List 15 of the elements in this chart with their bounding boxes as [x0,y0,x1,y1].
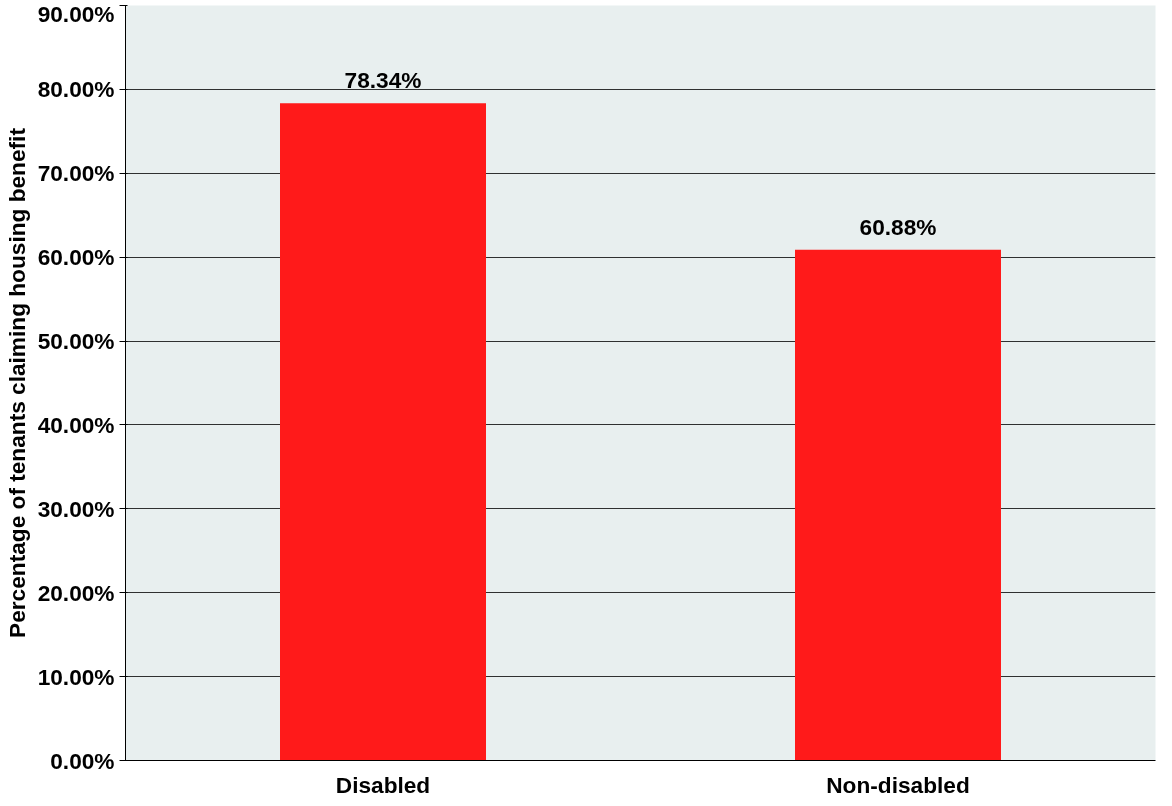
y-tick-label: 10.00% [37,663,115,690]
x-tick-label: Non-disabled [826,771,970,798]
y-tick-label: 90.00% [37,0,115,27]
y-axis-title: Percentage of tenants claiming housing benefit [3,127,30,638]
y-tick-label: 70.00% [37,160,115,187]
y-tick-label: 40.00% [37,411,115,438]
x-tick-label: Disabled [335,771,431,798]
data-label: 78.34% [344,67,422,94]
y-tick-label: 50.00% [37,328,115,355]
y-tick-label: 30.00% [37,495,115,522]
y-tick-label: 20.00% [37,579,115,606]
y-tick-label: 80.00% [37,76,115,103]
data-label: 60.88% [859,213,937,240]
y-tick-label: 60.00% [37,244,115,271]
y-tick-label: 0.00% [50,747,115,774]
